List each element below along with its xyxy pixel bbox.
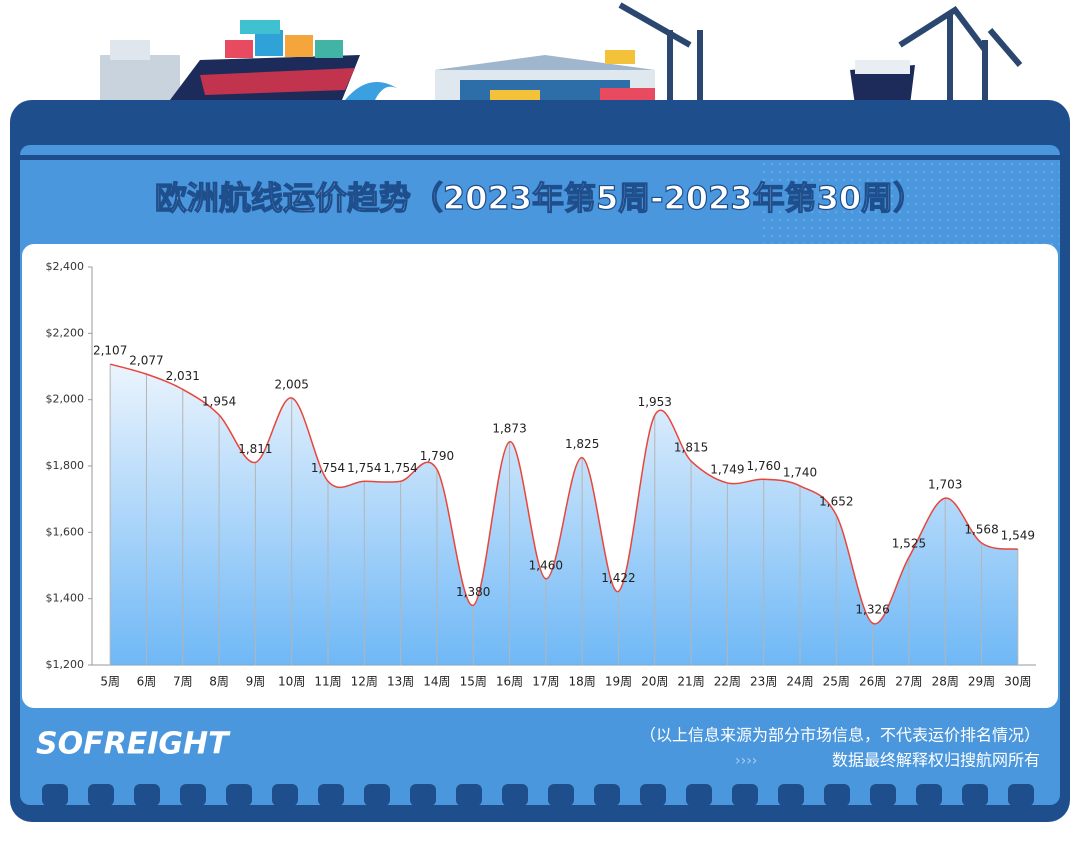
data-label: 1,825	[565, 437, 599, 451]
x-tick-label: 16周	[496, 675, 523, 689]
data-label: 1,460	[529, 558, 563, 572]
x-tick-label: 9周	[246, 675, 266, 689]
tab	[870, 784, 896, 806]
tab	[732, 784, 758, 806]
tab	[778, 784, 804, 806]
data-label: 1,380	[456, 585, 490, 599]
tab	[226, 784, 252, 806]
x-tick-label: 7周	[173, 675, 193, 689]
data-label: 1,790	[420, 449, 454, 463]
x-tick-label: 26周	[859, 675, 886, 689]
x-tick-label: 27周	[895, 675, 922, 689]
x-tick-label: 12周	[351, 675, 378, 689]
x-tick-label: 15周	[460, 675, 487, 689]
y-tick-label: $2,200	[46, 326, 85, 339]
tab	[686, 784, 712, 806]
logo: SOFREIGHT	[36, 727, 231, 762]
x-tick-label: 22周	[714, 675, 741, 689]
x-tick-label: 21周	[677, 675, 704, 689]
tab	[318, 784, 344, 806]
x-tick-label: 13周	[387, 675, 414, 689]
x-tick-label: 8周	[209, 675, 229, 689]
data-label: 1,652	[819, 495, 853, 509]
data-label: 1,422	[601, 571, 635, 585]
x-tick-label: 19周	[605, 675, 632, 689]
copyright-note: 数据最终解释权归搜航网所有	[832, 751, 1040, 770]
x-tick-label: 18周	[569, 675, 596, 689]
tab	[272, 784, 298, 806]
data-label: 1,568	[964, 522, 998, 536]
source-note: （以上信息来源为部分市场信息，不代表运价排名情况）	[640, 726, 1040, 745]
line	[109, 363, 1018, 625]
area	[110, 364, 1018, 665]
data-label: 2,005	[275, 378, 309, 392]
tab	[502, 784, 528, 806]
tab	[42, 784, 68, 806]
tab	[364, 784, 390, 806]
dot-pattern	[760, 160, 1060, 245]
x-tick-label: 11周	[314, 675, 341, 689]
x-tick-label: 28周	[932, 675, 959, 689]
data-label: 1,954	[202, 394, 236, 408]
x-tick-label: 20周	[641, 675, 668, 689]
y-tick-label: $2,000	[46, 393, 85, 406]
tab	[180, 784, 206, 806]
tab	[410, 784, 436, 806]
x-tick-label: 25周	[823, 675, 850, 689]
tab	[134, 784, 160, 806]
bottom-tabs	[42, 784, 1034, 806]
data-label: 1,815	[674, 441, 708, 455]
tab	[88, 784, 114, 806]
chart-title: 欧洲航线运价趋势（2023年第5周-2023年第30周）	[155, 179, 925, 217]
x-tick-label: 23周	[750, 675, 777, 689]
data-label: 1,749	[710, 462, 744, 476]
y-tick-label: $2,400	[46, 260, 85, 273]
divider	[20, 155, 1060, 160]
x-tick-label: 10周	[278, 675, 305, 689]
tab	[1008, 784, 1034, 806]
x-tick-label: 30周	[1004, 675, 1031, 689]
data-label: 2,107	[93, 344, 127, 358]
data-label: 2,077	[129, 354, 163, 368]
x-tick-label: 5周	[100, 675, 120, 689]
data-label: 1,754	[383, 461, 417, 475]
tab	[824, 784, 850, 806]
tab	[548, 784, 574, 806]
tab	[962, 784, 988, 806]
data-label: 1,754	[311, 461, 345, 475]
y-tick-label: $1,600	[46, 525, 85, 538]
data-label: 1,326	[855, 603, 889, 617]
tab	[640, 784, 666, 806]
x-tick-label: 6周	[137, 675, 157, 689]
y-tick-label: $1,200	[46, 658, 85, 671]
data-label: 1,740	[783, 465, 817, 479]
data-label: 1,549	[1001, 529, 1035, 543]
data-label: 1,525	[892, 537, 926, 551]
x-tick-label: 14周	[423, 675, 450, 689]
data-label: 2,031	[166, 369, 200, 383]
data-label: 1,873	[492, 421, 526, 435]
data-label: 1,703	[928, 478, 962, 492]
arrows: ››››	[735, 753, 757, 769]
data-label: 1,754	[347, 461, 381, 475]
y-tick-label: $1,400	[46, 592, 85, 605]
tab	[916, 784, 942, 806]
data-label: 1,953	[638, 395, 672, 409]
x-tick-label: 24周	[786, 675, 813, 689]
tab	[456, 784, 482, 806]
data-label: 1,811	[238, 442, 272, 456]
header-illustration	[100, 2, 1023, 110]
x-tick-label: 17周	[532, 675, 559, 689]
tab	[594, 784, 620, 806]
y-tick-label: $1,800	[46, 459, 85, 472]
x-tick-label: 29周	[968, 675, 995, 689]
data-label: 1,760	[747, 459, 781, 473]
